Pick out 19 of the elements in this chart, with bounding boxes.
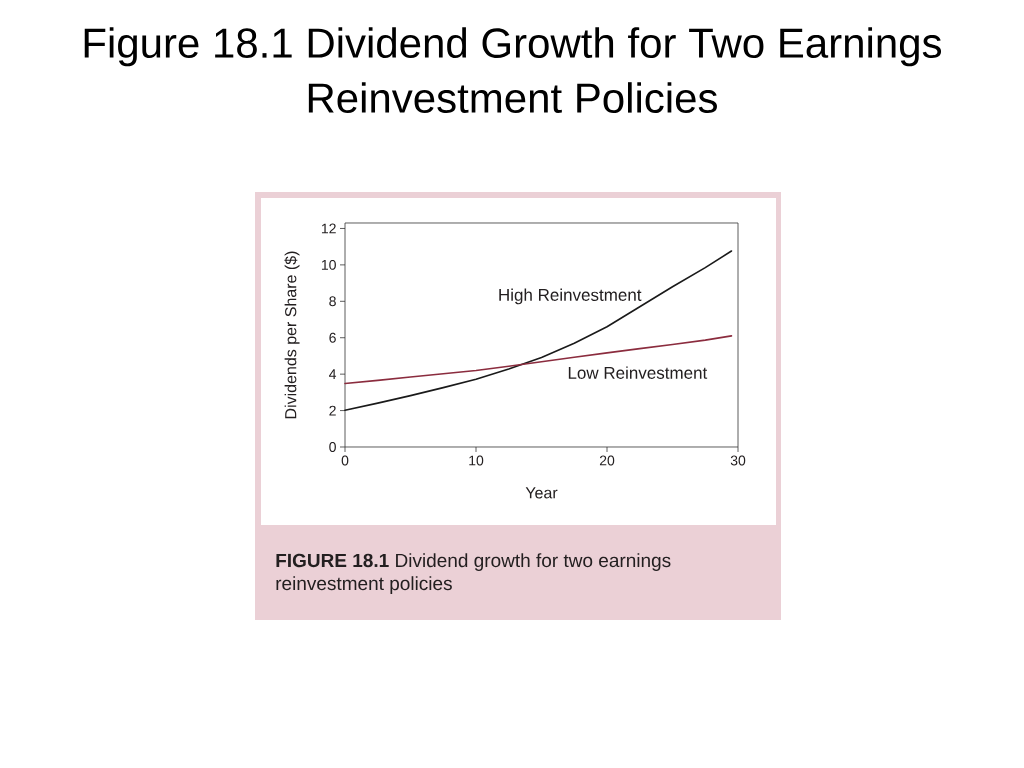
x-tick-label: 0 [341, 455, 349, 466]
y-tick-label: 12 [321, 223, 336, 234]
x-axis-title: Year [525, 487, 558, 499]
x-tick-label: 10 [469, 455, 484, 466]
line-series [344, 335, 733, 385]
y-tick-label: 2 [329, 405, 336, 416]
x-tick-label: 30 [730, 455, 746, 466]
y-tick-label: 6 [329, 332, 336, 343]
x-tick-label: 20 [599, 455, 615, 466]
y-tick-label: 0 [329, 442, 336, 452]
y-tick-label: 8 [329, 296, 336, 307]
y-tick-label: 10 [321, 259, 336, 270]
text: FIGURE 18.1 Dividend growth for two earnings reinvestment policies [276, 553, 671, 594]
line-series [344, 250, 733, 412]
series-label: Low Reinvestment [568, 366, 708, 379]
series-label: High Reinvestment [499, 288, 642, 305]
chart-title: Figure 18.1 Dividend Growth for Two Earnings Reinvestment Policies [84, 27, 942, 114]
y-axis-title: Dividends per Share ($) [284, 251, 300, 419]
y-tick-label: 4 [329, 369, 337, 379]
